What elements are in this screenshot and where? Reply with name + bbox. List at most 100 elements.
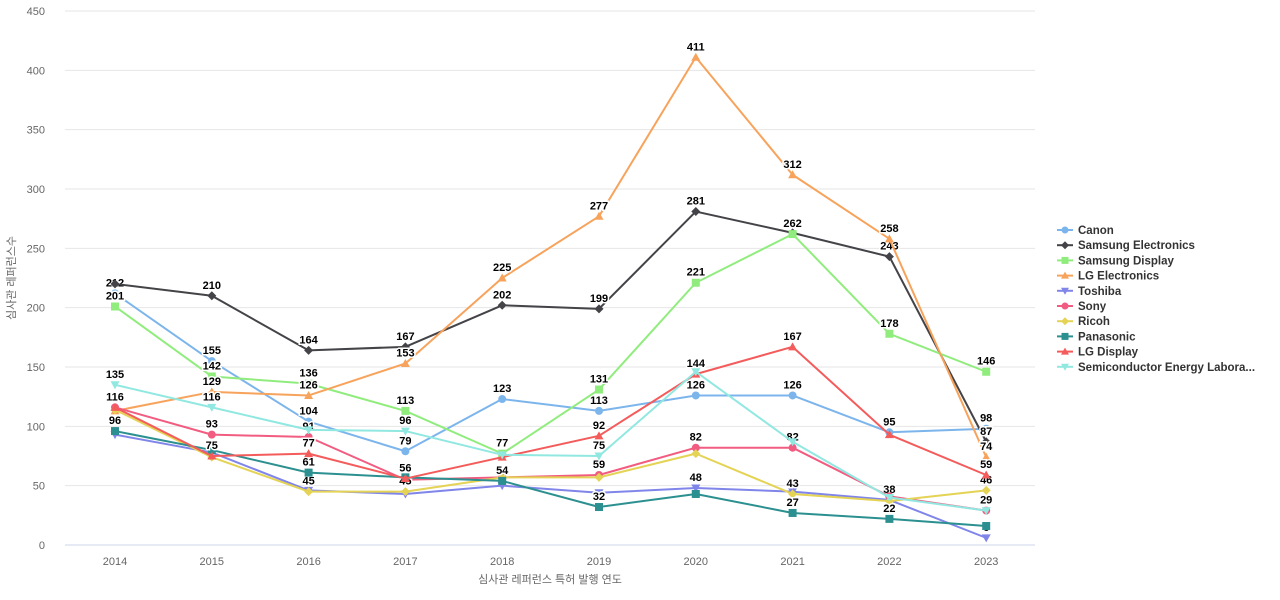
- data-label: 202: [493, 289, 511, 301]
- data-point[interactable]: [207, 372, 216, 381]
- data-point[interactable]: [885, 514, 894, 523]
- legend-item-samsung-display[interactable]: Samsung Display: [1057, 255, 1174, 267]
- data-point[interactable]: [498, 395, 507, 404]
- data-point[interactable]: [691, 391, 700, 400]
- data-point[interactable]: [594, 472, 604, 482]
- data-point[interactable]: [691, 443, 700, 452]
- data-label: 164: [299, 334, 318, 346]
- data-point[interactable]: [207, 403, 217, 412]
- legend-item-canon[interactable]: Canon: [1057, 225, 1114, 237]
- data-point[interactable]: [691, 207, 701, 217]
- data-point[interactable]: [207, 446, 216, 455]
- data-point[interactable]: [207, 291, 217, 301]
- data-point[interactable]: [981, 470, 991, 479]
- data-point[interactable]: [497, 300, 507, 310]
- data-point[interactable]: [400, 474, 410, 483]
- data-point[interactable]: [111, 289, 119, 298]
- data-point[interactable]: [207, 387, 217, 396]
- data-point[interactable]: [304, 426, 314, 435]
- data-point[interactable]: [884, 430, 894, 439]
- x-axis-tick-label: 2023: [974, 556, 998, 568]
- legend-item-semiconductor-energy-labora[interactable]: Semiconductor Energy Labora...: [1057, 362, 1255, 374]
- data-point[interactable]: [884, 252, 894, 262]
- data-point[interactable]: [788, 438, 798, 447]
- data-point[interactable]: [691, 484, 701, 493]
- data-point[interactable]: [594, 431, 604, 440]
- data-point[interactable]: [788, 342, 798, 351]
- data-point[interactable]: [691, 52, 701, 61]
- series-sony: 116939159828229: [105, 390, 994, 515]
- data-point[interactable]: [595, 385, 603, 394]
- data-point[interactable]: [304, 345, 314, 355]
- data-point[interactable]: [982, 522, 991, 531]
- data-point[interactable]: [400, 427, 410, 436]
- data-point[interactable]: [110, 402, 120, 411]
- data-point[interactable]: [885, 329, 894, 338]
- data-point[interactable]: [594, 211, 604, 220]
- data-label: 43: [786, 478, 798, 490]
- data-point[interactable]: [594, 489, 604, 498]
- data-point[interactable]: [111, 427, 119, 436]
- data-point[interactable]: [691, 489, 700, 498]
- data-label: 95: [883, 416, 895, 428]
- data-label: 77: [496, 438, 508, 450]
- legend-item-sony[interactable]: Sony: [1057, 301, 1107, 313]
- data-point[interactable]: [981, 452, 991, 461]
- data-point[interactable]: [981, 507, 991, 516]
- legend-item-samsung-electronics[interactable]: Samsung Electronics: [1057, 240, 1195, 252]
- data-point[interactable]: [400, 487, 410, 497]
- data-point[interactable]: [401, 406, 410, 415]
- data-point[interactable]: [691, 449, 701, 459]
- data-point[interactable]: [304, 390, 314, 399]
- data-point[interactable]: [691, 278, 700, 287]
- data-point[interactable]: [981, 437, 991, 447]
- data-point[interactable]: [110, 279, 120, 289]
- legend-marker: [1061, 317, 1069, 326]
- data-point[interactable]: [788, 230, 797, 239]
- data-point[interactable]: [401, 447, 410, 456]
- data-point[interactable]: [207, 357, 216, 366]
- data-point[interactable]: [304, 487, 314, 497]
- data-point[interactable]: [304, 433, 313, 442]
- legend-label: Ricoh: [1078, 316, 1110, 328]
- data-point[interactable]: [304, 417, 313, 426]
- data-point[interactable]: [788, 443, 797, 452]
- data-point[interactable]: [304, 379, 313, 388]
- data-point[interactable]: [207, 451, 217, 460]
- legend-item-lg-display[interactable]: LG Display: [1057, 347, 1139, 359]
- data-point[interactable]: [304, 449, 314, 458]
- legend-item-ricoh[interactable]: Ricoh: [1057, 316, 1110, 328]
- data-point[interactable]: [982, 367, 991, 376]
- data-point[interactable]: [111, 302, 119, 311]
- legend-item-toshiba[interactable]: Toshiba: [1057, 286, 1122, 298]
- data-point[interactable]: [497, 451, 507, 460]
- data-point[interactable]: [400, 342, 410, 352]
- data-point[interactable]: [498, 476, 507, 485]
- legend-item-panasonic[interactable]: Panasonic: [1057, 331, 1136, 343]
- data-point[interactable]: [884, 494, 894, 503]
- data-point[interactable]: [207, 430, 216, 439]
- data-point[interactable]: [304, 468, 313, 477]
- data-point[interactable]: [595, 503, 603, 512]
- data-point[interactable]: [981, 534, 991, 543]
- data-point[interactable]: [981, 485, 991, 495]
- data-point[interactable]: [594, 452, 604, 461]
- legend-marker: [1061, 241, 1069, 250]
- legend-marker: [1061, 256, 1069, 264]
- data-label: 123: [493, 383, 511, 395]
- y-axis-tick-label: 400: [27, 65, 45, 77]
- data-point[interactable]: [497, 273, 507, 282]
- data-point[interactable]: [594, 304, 604, 314]
- data-point[interactable]: [788, 170, 798, 179]
- data-point[interactable]: [400, 358, 410, 367]
- data-point[interactable]: [788, 391, 797, 400]
- data-point[interactable]: [884, 234, 894, 243]
- data-point[interactable]: [595, 406, 603, 415]
- data-point[interactable]: [691, 368, 701, 377]
- data-point[interactable]: [788, 489, 798, 499]
- legend-item-lg-electronics[interactable]: LG Electronics: [1057, 271, 1159, 283]
- data-point[interactable]: [982, 424, 991, 433]
- data-point[interactable]: [110, 381, 120, 390]
- data-point[interactable]: [788, 508, 797, 517]
